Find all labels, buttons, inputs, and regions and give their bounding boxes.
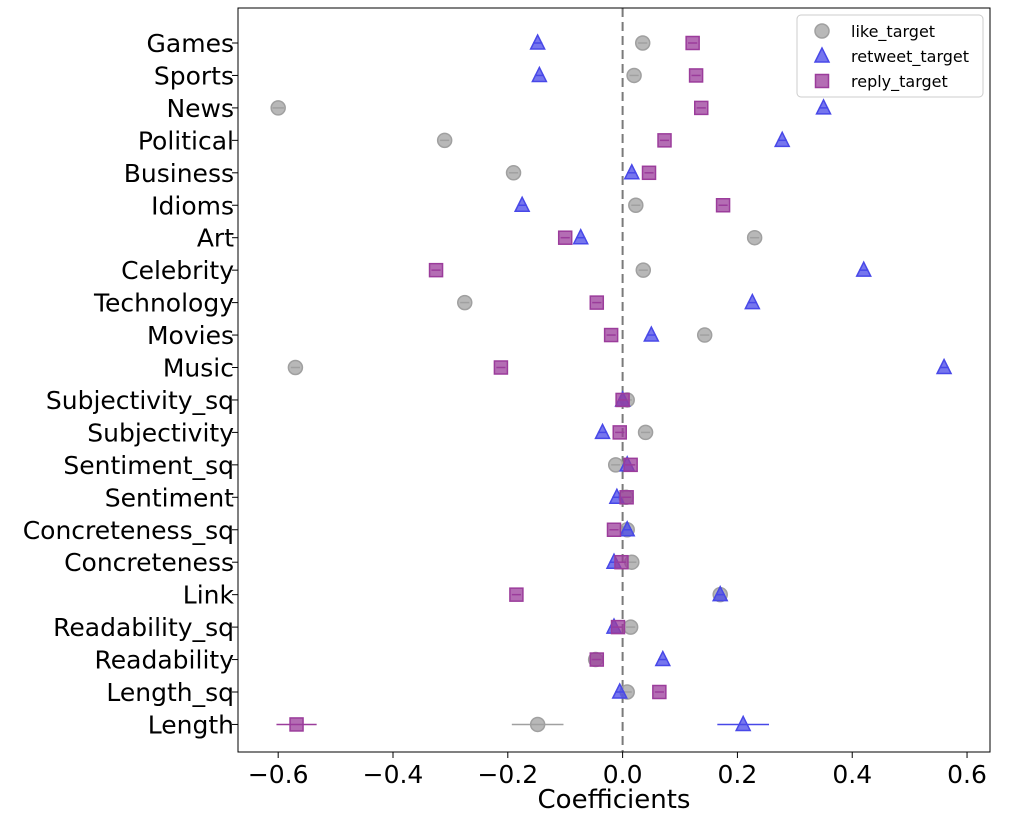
reply_target-point xyxy=(715,198,731,213)
x-tick-label: 0.6 xyxy=(947,760,987,789)
series-retweet_target xyxy=(513,33,953,732)
like_target-point xyxy=(529,716,546,733)
retweet_target-point xyxy=(623,163,641,180)
reply_target-point xyxy=(688,68,704,83)
y-tick-label: Idioms xyxy=(151,191,234,220)
reply_target-point xyxy=(589,652,605,667)
like_target-point xyxy=(270,100,286,116)
like_target-point xyxy=(746,229,763,246)
legend-label: reply_target xyxy=(851,72,948,92)
x-axis-label: Coefficients xyxy=(538,785,691,815)
y-axis-ticks: Games Sports News Political Business Idioms Ar… xyxy=(23,29,238,739)
y-tick-label: Political xyxy=(138,126,234,155)
y-tick-label: Music xyxy=(163,354,234,383)
retweet_target-point xyxy=(594,422,611,440)
retweet_target-point xyxy=(935,357,953,375)
retweet_target-point xyxy=(711,584,729,602)
retweet_target-point xyxy=(734,714,752,732)
like_target-point xyxy=(456,294,473,311)
y-tick-label: Link xyxy=(183,581,235,610)
y-tick-label: Movies xyxy=(147,321,234,350)
reply_target-point xyxy=(589,295,605,310)
like_target-point xyxy=(287,359,304,376)
reply_target-point xyxy=(509,587,524,602)
legend-marker-reply_target xyxy=(814,73,830,89)
retweet_target-point xyxy=(531,65,548,83)
y-tick-label: Business xyxy=(124,159,234,188)
x-tick-label: −0.2 xyxy=(477,760,538,789)
retweet_target-point xyxy=(572,228,589,245)
retweet_target-point xyxy=(815,98,832,115)
y-tick-label: Sentiment xyxy=(105,483,234,512)
reply_target-point xyxy=(493,360,509,375)
reply_target-point xyxy=(652,684,667,700)
reply_target-point xyxy=(641,165,657,181)
reply_target-point xyxy=(612,425,627,440)
y-tick-label: Technology xyxy=(93,289,234,318)
y-tick-label: News xyxy=(166,94,234,123)
y-tick-label: Sentiment_sq xyxy=(63,451,234,480)
legend: like_target retweet_target reply_target xyxy=(796,14,984,98)
x-tick-label: 0.0 xyxy=(603,760,643,789)
reply_target-point xyxy=(623,457,638,473)
reply_target-point xyxy=(614,554,629,570)
reply_target-point xyxy=(685,35,700,51)
y-tick-label: Readability_sq xyxy=(53,613,234,642)
retweet_target-point xyxy=(855,260,872,277)
x-axis-ticks: −0.6 −0.4 −0.2 0.0 0.2 0.4 0.6 xyxy=(248,752,987,789)
x-tick-label: 0.2 xyxy=(718,760,758,789)
reply_target-point xyxy=(610,619,626,635)
y-tick-label: Length_sq xyxy=(106,678,234,707)
x-tick-label: −0.6 xyxy=(248,760,309,789)
retweet_target-point xyxy=(611,682,628,699)
reply_target-point xyxy=(603,327,619,343)
reply_target-point xyxy=(694,100,709,116)
x-tick-label: −0.4 xyxy=(363,760,424,789)
series-reply_target xyxy=(276,35,731,732)
x-tick-label: 0.4 xyxy=(832,760,872,789)
y-tick-label: Subjectivity_sq xyxy=(46,386,234,415)
y-tick-label: Subjectivity xyxy=(87,418,234,447)
y-tick-label: Length xyxy=(148,710,234,739)
like_target-point xyxy=(637,424,654,441)
y-tick-label: Games xyxy=(147,29,234,58)
retweet_target-point xyxy=(744,292,761,310)
retweet_target-point xyxy=(654,649,672,667)
reply_target-point xyxy=(289,717,304,732)
like_target-point xyxy=(635,262,652,278)
reply_target-point xyxy=(557,230,573,245)
reply_target-point xyxy=(657,133,672,148)
y-tick-label: Concreteness_sq xyxy=(23,516,234,545)
like_target-point xyxy=(634,35,651,51)
retweet_target-point xyxy=(643,325,660,342)
like_target-point xyxy=(628,197,644,213)
legend-marker-like_target xyxy=(814,23,830,39)
retweet_target-point xyxy=(529,33,546,50)
retweet_target-point xyxy=(513,195,531,212)
like_target-point xyxy=(436,132,453,149)
like_target-point xyxy=(696,327,713,343)
legend-box xyxy=(796,14,984,98)
reply_target-point xyxy=(615,392,630,408)
legend-marker-retweet_target xyxy=(813,46,831,63)
y-tick-label: Celebrity xyxy=(121,256,234,285)
reply_target-point xyxy=(428,262,444,278)
reply_target-point xyxy=(619,490,634,505)
plot-frame xyxy=(237,7,991,753)
legend-label: like_target xyxy=(851,22,935,42)
like_target-point xyxy=(626,67,642,84)
y-tick-label: Concreteness xyxy=(64,548,234,577)
like_target-point xyxy=(505,165,522,181)
y-tick-label: Readability xyxy=(95,646,235,675)
retweet_target-point xyxy=(773,130,791,148)
retweet_target-point xyxy=(618,520,636,537)
y-tick-label: Art xyxy=(197,224,234,253)
data-points xyxy=(270,33,953,733)
series-like_target xyxy=(270,35,763,733)
legend-label: retweet_target xyxy=(851,47,969,67)
y-tick-label: Sports xyxy=(154,61,234,90)
like_target-point xyxy=(622,619,639,635)
reply_target-point xyxy=(606,522,622,537)
